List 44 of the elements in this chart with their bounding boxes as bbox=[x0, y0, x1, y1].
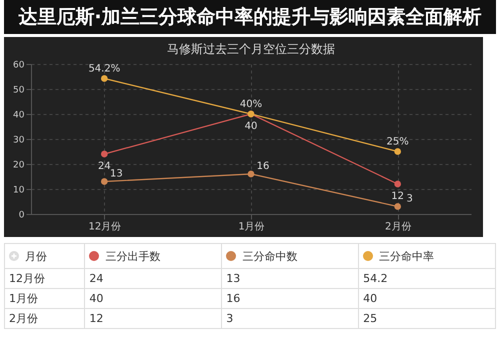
chart-title: 马修斯过去三个月空位三分数据 bbox=[167, 42, 335, 56]
x-tick-label: 12月份 bbox=[88, 222, 122, 232]
data-label: 16 bbox=[222, 288, 359, 308]
data-label: 40% bbox=[240, 99, 262, 110]
data-label: 54.2 bbox=[358, 268, 496, 288]
point bbox=[394, 180, 402, 188]
data-label: 3 bbox=[222, 308, 359, 328]
data-label: 12 bbox=[391, 191, 404, 202]
data-label: 24 bbox=[84, 268, 222, 288]
y-tick-label: 10 bbox=[13, 186, 25, 196]
x-tick-label: 2月份 bbox=[384, 222, 412, 232]
y-tick-label: 60 bbox=[13, 60, 25, 70]
data-label: 40 bbox=[84, 288, 222, 308]
data-label: 54.2% bbox=[88, 64, 120, 74]
data-label: 13 bbox=[110, 168, 123, 180]
legend-label: 三分命中数 bbox=[222, 244, 359, 268]
y-tick-label: 40 bbox=[13, 110, 25, 120]
y-tick-label: 0 bbox=[18, 210, 25, 220]
y-tick-label: 30 bbox=[13, 136, 25, 146]
data-label: 13 bbox=[222, 268, 359, 288]
legend-label: 三分命中率 bbox=[358, 244, 496, 268]
data-label: 25% bbox=[386, 136, 409, 148]
data-label: 25 bbox=[358, 308, 496, 328]
data-label: 40 bbox=[244, 121, 258, 132]
data-label: 16 bbox=[256, 161, 270, 172]
legend-title: 月份 bbox=[4, 244, 85, 268]
category-label: 12月份 bbox=[4, 268, 85, 288]
text: 达里厄斯·加兰三分球命中率的提升与影响因素全面解析 bbox=[4, 0, 496, 34]
data-label: 12 bbox=[84, 308, 222, 328]
data-label: 3 bbox=[406, 194, 413, 204]
x-tick-label: 1月份 bbox=[238, 222, 265, 232]
point bbox=[100, 150, 108, 158]
point bbox=[100, 75, 108, 82]
data-label: 24 bbox=[98, 161, 111, 172]
category-label: 2月份 bbox=[4, 308, 85, 328]
y-tick-label: 50 bbox=[13, 86, 25, 96]
y-tick-label: 20 bbox=[13, 160, 25, 170]
point bbox=[248, 170, 254, 178]
legend-label: 三分出手数 bbox=[84, 244, 222, 268]
point bbox=[100, 178, 108, 185]
data-label: 40 bbox=[358, 288, 496, 308]
point bbox=[394, 148, 402, 155]
category-label: 1月份 bbox=[4, 288, 85, 308]
point bbox=[394, 203, 402, 210]
